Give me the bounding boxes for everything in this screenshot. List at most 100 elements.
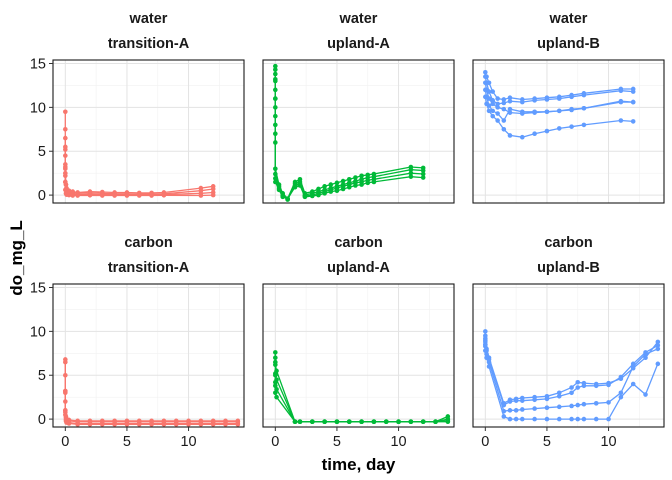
data-point: [149, 193, 154, 198]
data-point: [75, 193, 80, 198]
data-point: [618, 118, 624, 123]
y-tick-label: 0: [38, 188, 46, 204]
data-point: [359, 182, 364, 187]
data-point: [556, 390, 562, 396]
series-line: [274, 362, 448, 423]
data-point: [280, 194, 286, 200]
data-point: [593, 383, 599, 389]
data-point: [544, 109, 550, 115]
data-point: [630, 119, 636, 124]
data-point: [581, 92, 587, 98]
x-tick-label: 5: [543, 434, 551, 450]
facet-strip-label: carbon: [334, 235, 382, 251]
data-point: [420, 175, 426, 180]
x-axis-title: time, day: [322, 455, 396, 474]
data-point: [273, 140, 278, 145]
data-point: [495, 96, 500, 101]
series-line: [274, 375, 448, 423]
data-point: [490, 89, 496, 94]
data-point: [66, 192, 72, 198]
series-line: [64, 149, 214, 196]
data-point: [519, 134, 525, 140]
data-point: [643, 351, 648, 357]
data-point: [273, 63, 278, 69]
data-point: [519, 407, 525, 412]
data-point: [273, 67, 278, 72]
data-point: [198, 193, 204, 198]
series-line: [64, 362, 238, 423]
data-point: [569, 385, 574, 390]
data-point: [346, 419, 352, 425]
data-point: [359, 173, 364, 179]
data-point: [630, 381, 636, 387]
data-point: [285, 196, 290, 201]
data-point: [569, 390, 574, 396]
data-point: [340, 186, 346, 192]
data-point: [210, 186, 216, 192]
data-point: [124, 422, 130, 427]
data-point: [483, 74, 488, 79]
data-point: [63, 399, 68, 404]
data-point: [483, 80, 488, 86]
data-point: [273, 71, 278, 77]
data-point: [273, 379, 278, 385]
panel-border: [52, 59, 245, 204]
series-group: [273, 350, 451, 425]
data-point: [420, 171, 426, 177]
data-point: [569, 124, 574, 129]
data-point: [276, 187, 282, 193]
x-tick-label: 10: [180, 434, 196, 450]
data-point: [149, 422, 154, 427]
data-point: [490, 113, 496, 119]
facet-strip-label: water: [339, 11, 378, 27]
series-line: [64, 138, 214, 195]
y-tick-label: 15: [30, 281, 46, 297]
data-point: [544, 396, 550, 402]
facet-strip-label: water: [129, 11, 168, 27]
data-point: [532, 109, 537, 115]
data-point: [328, 189, 334, 194]
data-point: [302, 194, 308, 200]
data-point: [334, 188, 340, 194]
data-point: [655, 343, 661, 348]
data-point: [273, 383, 278, 389]
data-point: [501, 100, 507, 106]
data-point: [63, 187, 68, 193]
data-point: [575, 385, 581, 390]
data-point: [581, 122, 587, 128]
data-point: [340, 178, 346, 184]
facet-panel: carbon upland-B 0 5 10: [472, 235, 665, 450]
data-point: [445, 419, 451, 425]
data-point: [322, 419, 327, 425]
data-point: [359, 419, 364, 425]
data-point: [322, 184, 327, 189]
data-point: [569, 403, 574, 409]
data-point: [273, 105, 278, 110]
facet-strip-label: transition-A: [108, 260, 190, 276]
data-point: [371, 419, 377, 425]
data-point: [606, 382, 611, 388]
data-point: [581, 416, 587, 422]
data-point: [483, 348, 488, 353]
data-point: [507, 95, 513, 101]
data-point: [353, 175, 358, 180]
series-line: [64, 111, 214, 194]
gridlines: [53, 284, 244, 427]
data-point: [495, 118, 500, 123]
facet-panel: water upland-A: [262, 11, 455, 204]
data-point: [507, 106, 513, 112]
data-point: [99, 422, 105, 427]
data-point: [495, 105, 500, 110]
facet-panel: carbon upland-A 0 5 10: [262, 235, 455, 450]
data-point: [483, 337, 488, 343]
data-point: [334, 180, 340, 186]
facet-strip-label: upland-A: [327, 260, 390, 276]
data-point: [483, 69, 488, 75]
data-point: [513, 398, 519, 403]
facet-strip-label: upland-B: [537, 36, 600, 52]
series-line: [274, 352, 449, 423]
data-point: [519, 99, 525, 105]
data-point: [532, 131, 537, 136]
data-point: [186, 422, 191, 427]
series-line: [484, 335, 659, 407]
